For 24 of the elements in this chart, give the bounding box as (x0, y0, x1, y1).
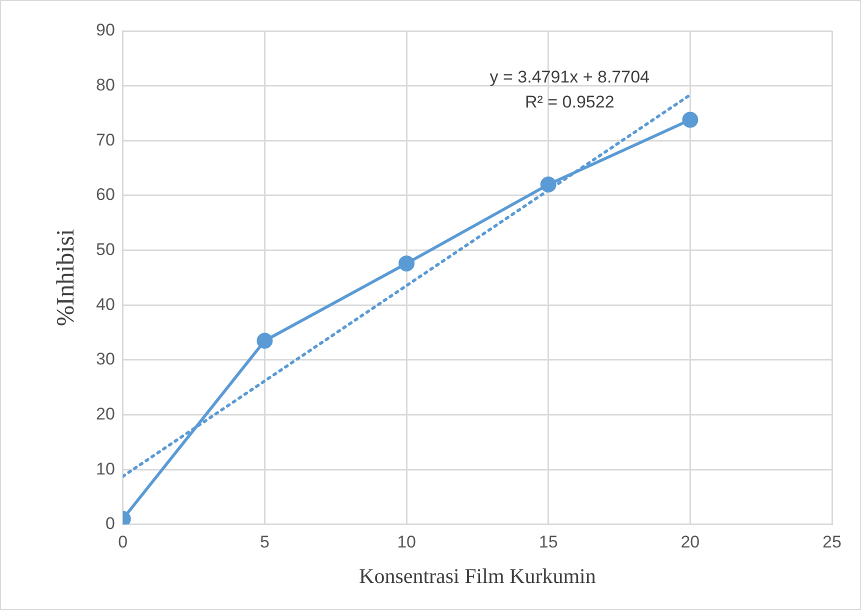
y-tick-label: 30 (96, 350, 115, 369)
point (256, 332, 273, 349)
y-axis-title: %Inhibisi (52, 229, 80, 326)
y-tick-label: 40 (96, 294, 115, 314)
x-tick-label: 10 (397, 532, 416, 552)
x-axis-title: Konsentrasi Film Kurkumin (359, 564, 596, 588)
y-tick-label: 10 (96, 459, 115, 478)
y-tick-label: 50 (96, 240, 115, 259)
x-tick-label: 20 (680, 532, 700, 552)
annotation: R² = 0.9522 (524, 92, 614, 112)
x-tick-label: 5 (260, 532, 270, 552)
y-tick-label: 0 (105, 514, 115, 534)
annotation: y = 3.4791x + 8.7704 (490, 68, 650, 87)
x-tick-label: 0 (118, 532, 128, 552)
y-tick-label: 60 (96, 185, 115, 204)
point (398, 255, 415, 272)
y-tick-label: 90 (96, 20, 115, 40)
y-tick-label: 20 (96, 404, 115, 424)
x-tick-label: 15 (538, 532, 558, 552)
x-tick-label: 25 (822, 532, 842, 552)
point (540, 176, 556, 192)
y-tick-label: 70 (96, 130, 115, 150)
y-tick-label: 80 (96, 76, 115, 95)
point (682, 112, 698, 128)
